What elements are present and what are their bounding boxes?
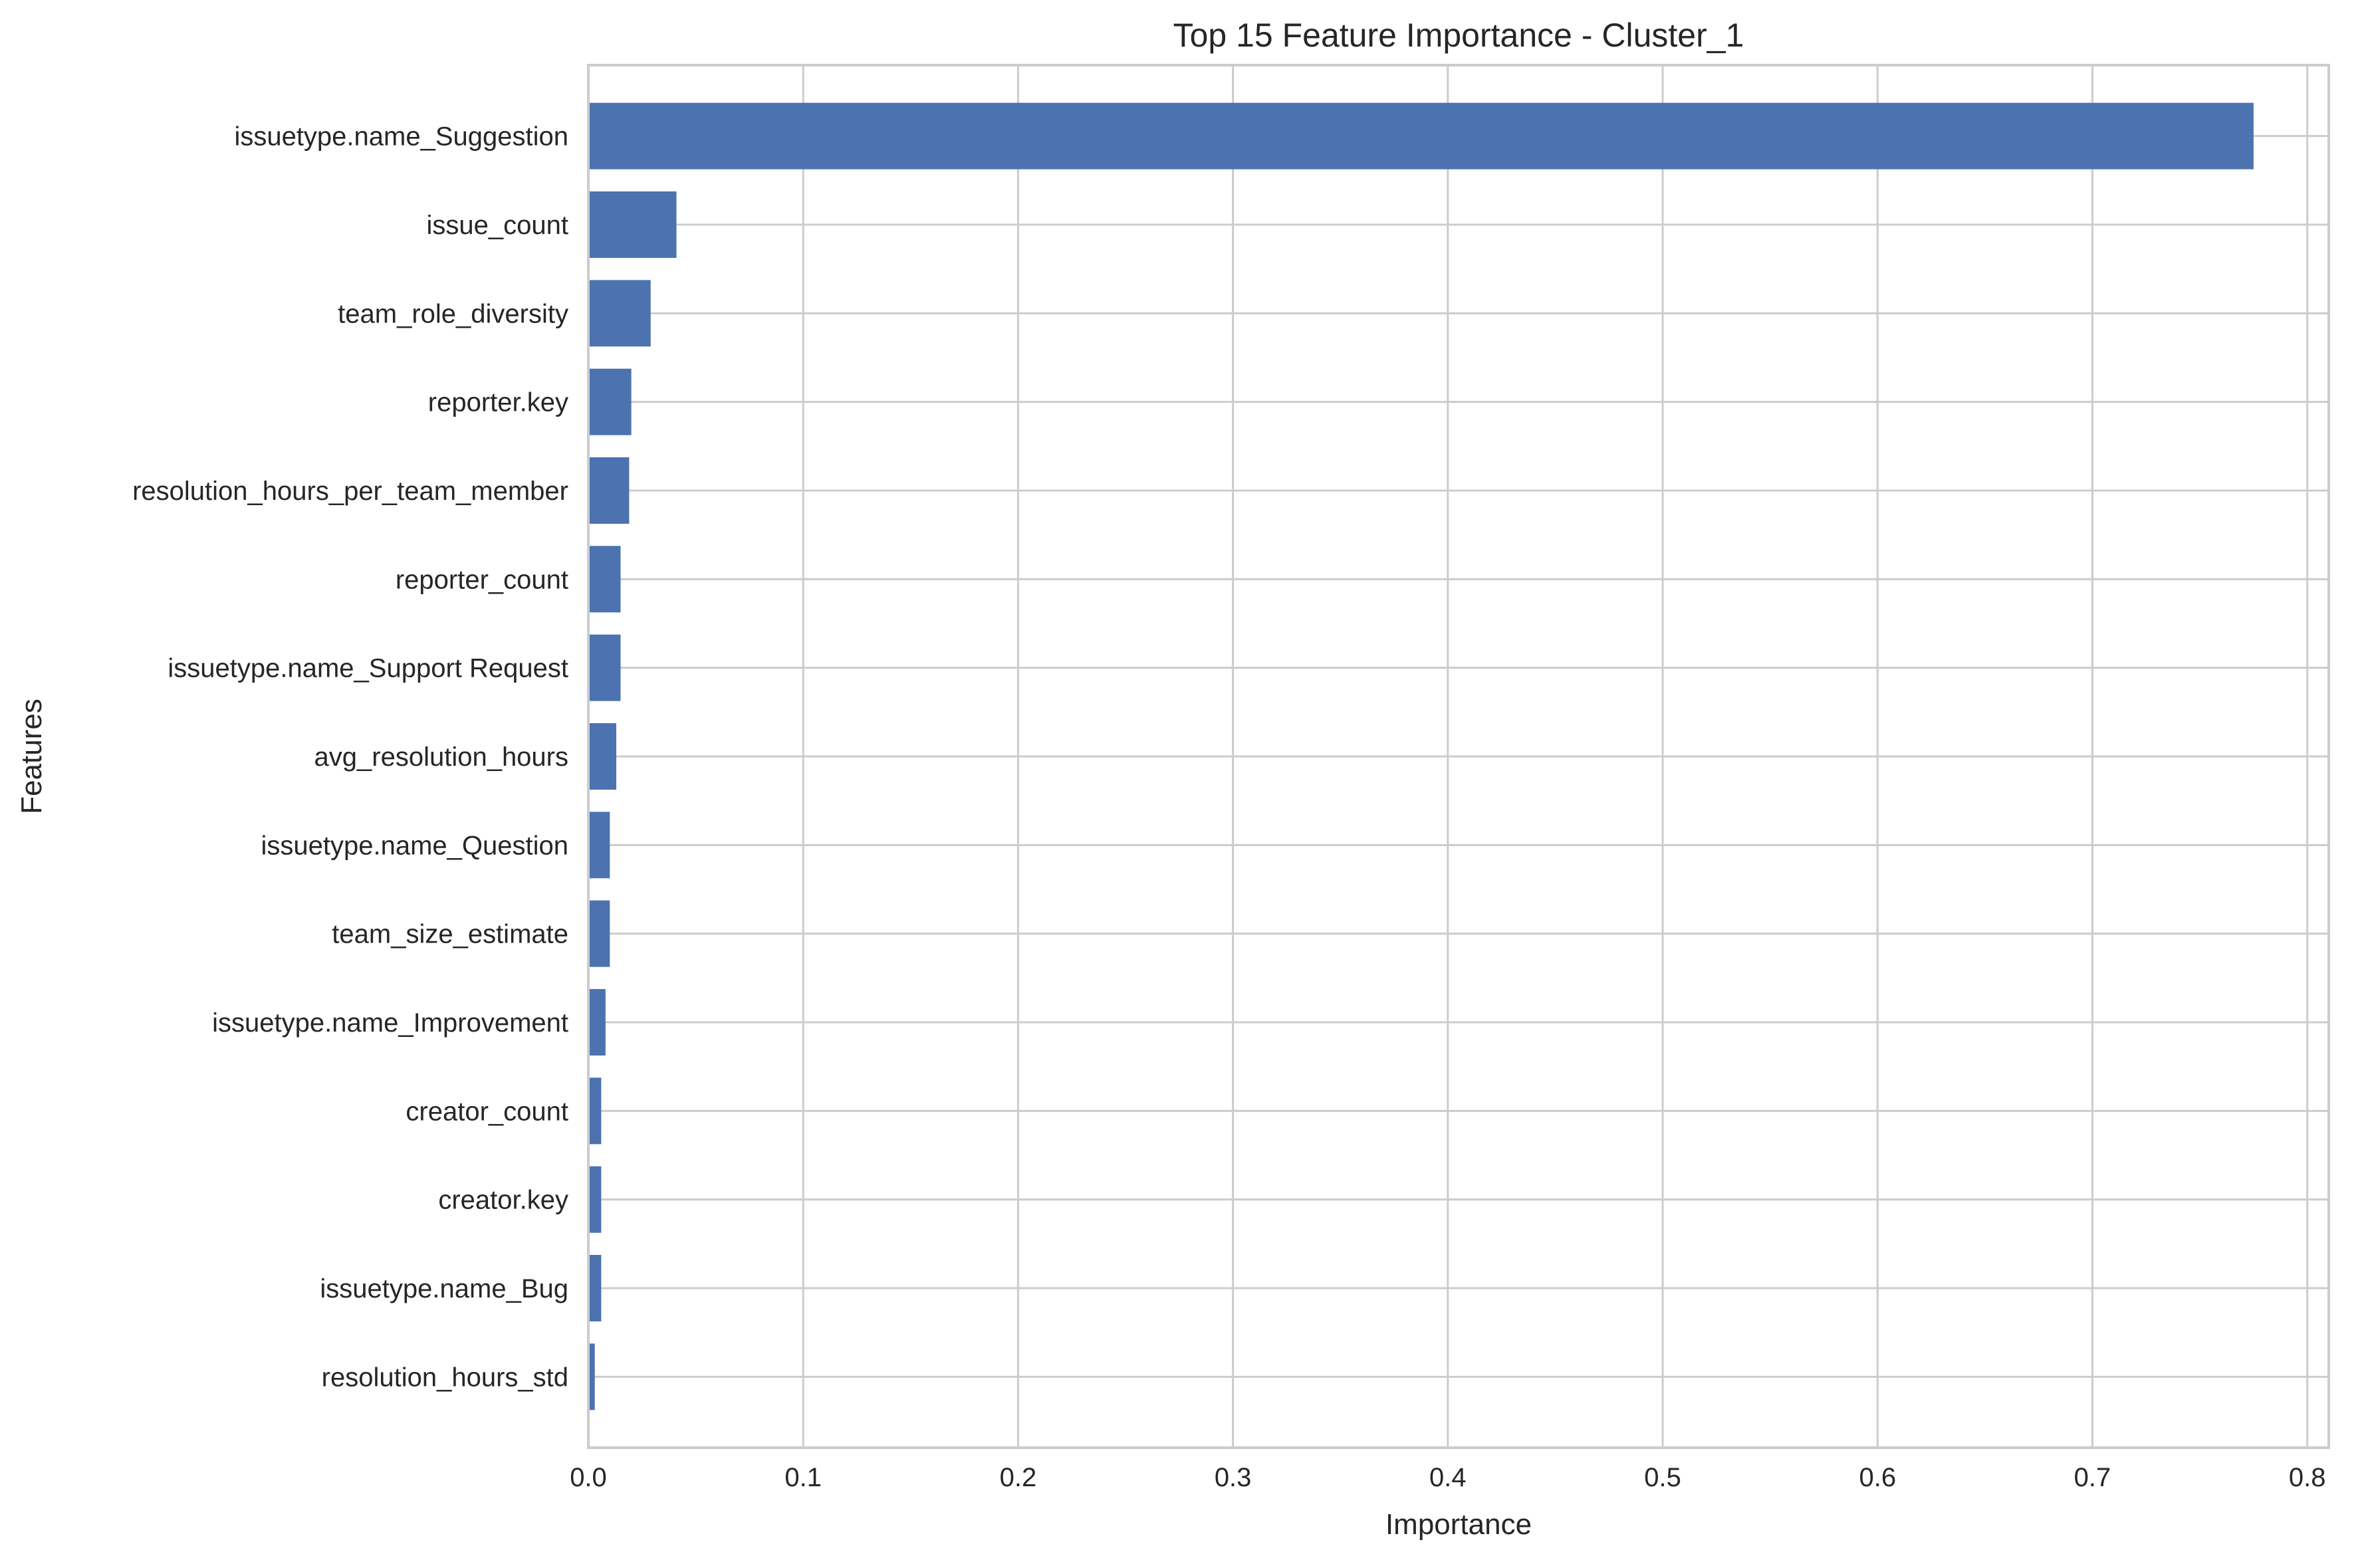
chart-title: Top 15 Feature Importance - Cluster_1 <box>1173 17 1744 54</box>
bar <box>588 1255 602 1321</box>
y-tick-label: issuetype.name_Question <box>261 831 569 860</box>
y-tick-label: creator_count <box>406 1097 568 1126</box>
x-axis-label: Importance <box>1385 1508 1532 1541</box>
grid-layer <box>587 65 2329 1448</box>
bar <box>588 634 621 701</box>
bar <box>588 280 651 347</box>
x-tick-labels: 0.0 0.1 0.2 0.3 0.4 0.5 0.6 0.7 0.8 <box>570 1463 2325 1492</box>
bar <box>588 1166 602 1233</box>
x-tick-label: 0.5 <box>1644 1463 1681 1492</box>
y-tick-label: issuetype.name_Support Request <box>168 654 568 683</box>
x-tick-label: 0.3 <box>1215 1463 1252 1492</box>
bar <box>588 457 630 524</box>
bar <box>588 1077 602 1145</box>
bar <box>588 989 606 1056</box>
y-tick-label: reporter.key <box>428 388 568 417</box>
x-tick-label: 0.2 <box>1000 1463 1037 1492</box>
y-axis-label: Features <box>15 699 48 814</box>
bar <box>588 102 2254 169</box>
bar <box>588 368 632 435</box>
x-tick-label: 0.0 <box>570 1463 607 1492</box>
y-tick-labels: issuetype.name_Suggestion issue_countteam… <box>132 122 568 1393</box>
bar-layer <box>588 102 2254 1410</box>
y-tick-label: issuetype.name_Improvement <box>212 1008 568 1038</box>
y-tick-label: reporter_count <box>396 565 568 594</box>
bar <box>588 1343 595 1410</box>
x-tick-label: 0.6 <box>1859 1463 1896 1492</box>
bar <box>588 723 617 790</box>
y-tick-label: issuetype.name_Suggestion <box>234 122 568 152</box>
x-tick-label: 0.7 <box>2074 1463 2111 1492</box>
y-tick-label: avg_resolution_hours <box>314 742 568 772</box>
y-tick-label: resolution_hours_per_team_member <box>132 477 568 506</box>
bar <box>588 900 610 967</box>
y-tick-label: resolution_hours_std <box>322 1363 568 1392</box>
x-tick-label: 0.8 <box>2289 1463 2326 1492</box>
bar <box>588 191 677 258</box>
y-tick-label: team_role_diversity <box>338 299 568 328</box>
bar <box>588 812 610 879</box>
x-tick-label: 0.1 <box>784 1463 822 1492</box>
bar <box>588 546 621 613</box>
y-tick-label: issue_count <box>427 211 568 240</box>
x-tick-label: 0.4 <box>1429 1463 1467 1492</box>
y-tick-label: creator.key <box>438 1186 568 1215</box>
y-tick-label: issuetype.name_Bug <box>320 1274 568 1303</box>
plot-frame <box>587 64 2330 1449</box>
y-tick-label: team_size_estimate <box>332 920 568 949</box>
